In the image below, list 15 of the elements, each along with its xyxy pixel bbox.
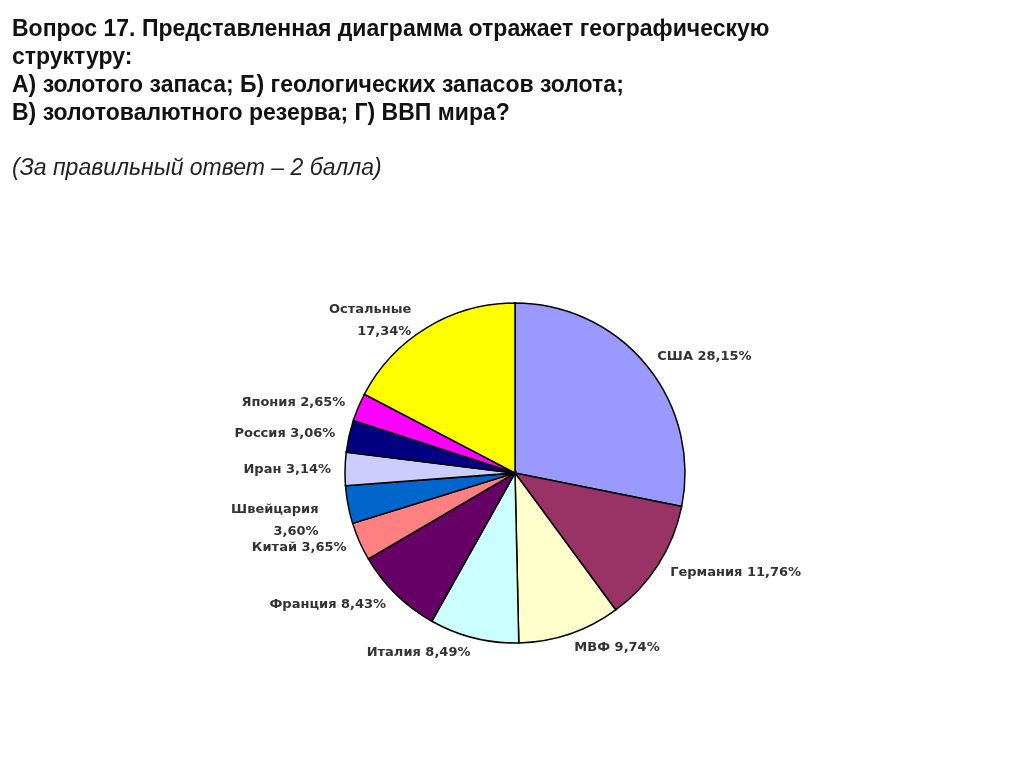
text: (За правильный ответ – 2 балла) xyxy=(12,154,382,180)
slice-label: Швейцария xyxy=(231,500,319,516)
slice-label: Япония 2,65% xyxy=(241,393,346,409)
data-label: 17,34% xyxy=(357,322,412,338)
data-label: 3,60% xyxy=(273,522,319,538)
slice-label: Франция 8,43% xyxy=(269,596,387,612)
chart-title: Вопрос 17. Представленная диаграмма отражает географическую структуру: А) золотого запаса; Б) геологических запасов золота; В) золотовалютного резерва; Г) ВВП мира? xyxy=(12,15,770,125)
slice-label: Россия 3,06% xyxy=(234,425,336,441)
slice-label: Остальные xyxy=(328,300,412,316)
slice-label: Германия 11,76% xyxy=(670,563,802,579)
slice-label: США 28,15% xyxy=(657,348,752,364)
slice-label: Италия 8,49% xyxy=(366,643,471,659)
slice-label: Иран 3,14% xyxy=(243,460,332,476)
slice-label: МВФ 9,74% xyxy=(574,639,660,655)
slice-label: Китай 3,65% xyxy=(251,539,347,555)
